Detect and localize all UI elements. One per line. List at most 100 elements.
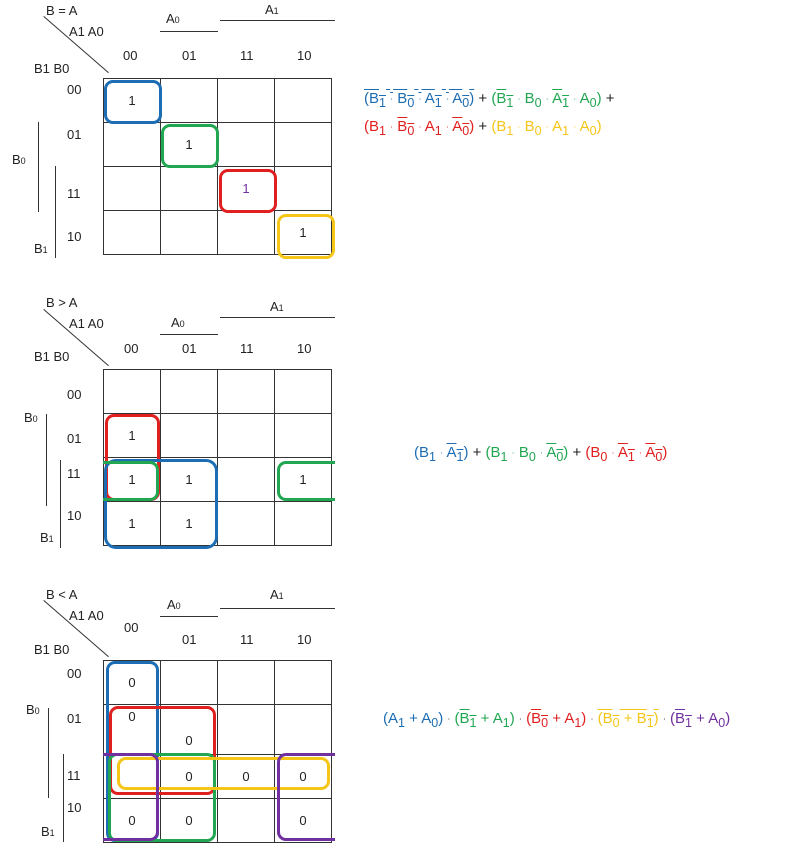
col-label: 11 <box>240 632 254 647</box>
a0-bar <box>160 616 218 617</box>
kmap-cell <box>217 78 275 123</box>
equation-equal: (B1 · B0 · A1 · A0) + (B1 · B0 · A1 · A0… <box>364 90 615 139</box>
a1-label: A1 <box>270 299 284 314</box>
row-label: 00 <box>67 82 82 97</box>
a1-bar <box>220 608 335 609</box>
a1-bar <box>220 317 335 318</box>
row-label: 01 <box>67 711 82 726</box>
group-loop-yellow <box>117 757 330 790</box>
kmap-cell <box>217 369 275 414</box>
kmap-cell <box>217 501 275 546</box>
b1-bar <box>63 754 64 842</box>
b1-label: B1 <box>41 824 55 839</box>
b0-bar <box>48 708 49 798</box>
b1-label: B1 <box>40 530 54 545</box>
a1-label: A1 <box>265 2 279 17</box>
b0-bar <box>46 414 47 506</box>
a0-label: A0 <box>167 597 181 612</box>
col-label: 00 <box>124 341 139 356</box>
b1-bar <box>55 166 56 258</box>
group-loop-purple <box>277 753 335 841</box>
col-var-header: A1 A0 <box>69 316 104 331</box>
row-label: 10 <box>67 229 82 244</box>
kmap-cell <box>274 501 332 546</box>
b1-label: B1 <box>34 241 48 256</box>
kmap-cell <box>160 660 218 705</box>
row-label: 01 <box>67 127 82 142</box>
a0-label: A0 <box>166 11 180 26</box>
equation-greater: (B1 · A1) + (B1 · B0 · A0) + (B0 · A1 · … <box>414 444 668 464</box>
kmap-cell <box>217 457 275 502</box>
kmap-cell <box>160 369 218 414</box>
col-label: 01 <box>182 632 197 647</box>
map-title: B < A <box>46 587 78 602</box>
col-var-header: A1 A0 <box>69 24 104 39</box>
kmap-cell <box>217 660 275 705</box>
group-loop-red <box>109 706 216 795</box>
kmap-cell <box>217 704 275 755</box>
col-label: 10 <box>297 341 312 356</box>
a0-bar <box>160 334 218 335</box>
group-loop-red <box>219 169 277 213</box>
group-loop-blue <box>104 80 162 124</box>
col-label: 10 <box>297 632 312 647</box>
col-label: 01 <box>182 48 197 63</box>
col-var-header: A1 A0 <box>69 608 104 623</box>
a1-bar <box>220 20 335 21</box>
group-loop-green <box>277 461 335 501</box>
row-label: 10 <box>67 800 82 815</box>
kmap-cell <box>274 660 332 705</box>
col-label: 11 <box>240 48 254 63</box>
a0-label: A0 <box>171 315 185 330</box>
row-label: 01 <box>67 431 82 446</box>
kmap-cell <box>103 122 161 167</box>
row-label: 11 <box>67 186 81 201</box>
kmap-cell <box>274 413 332 458</box>
row-label: 11 <box>67 466 81 481</box>
kmap-cell <box>103 369 161 414</box>
b0-label: B0 <box>24 410 38 425</box>
row-var-header: B1 B0 <box>34 642 70 657</box>
kmap-cell <box>274 369 332 414</box>
row-label: 10 <box>67 508 82 523</box>
kmap-cell <box>160 78 218 123</box>
group-loop-green <box>161 124 219 168</box>
kmap-cell <box>217 413 275 458</box>
col-label: 11 <box>240 341 254 356</box>
map-title: B > A <box>46 295 78 310</box>
a0-bar <box>160 31 218 32</box>
kmap-cell <box>274 166 332 211</box>
group-loop-green <box>108 753 216 842</box>
kmap-cell <box>274 78 332 123</box>
kmap-cell <box>103 210 161 255</box>
kmap-cell <box>103 166 161 211</box>
kmap-cell: 0 <box>217 754 275 799</box>
kmap-cell <box>217 210 275 255</box>
a1-label: A1 <box>270 587 284 602</box>
group-loop-purple <box>103 753 159 841</box>
group-loop-blue <box>104 459 218 549</box>
row-label: 11 <box>67 768 81 783</box>
group-loop-yellow <box>277 214 335 259</box>
col-label: 00 <box>123 48 138 63</box>
map-title: B = A <box>46 3 78 18</box>
b0-label: B0 <box>26 702 40 717</box>
kmap-cell <box>160 413 218 458</box>
kmap-cell <box>217 798 275 843</box>
row-label: 00 <box>67 666 82 681</box>
row-label: 00 <box>67 387 82 402</box>
kmap-cell <box>217 122 275 167</box>
kmap-cell <box>160 166 218 211</box>
equation-less: (A1 + A0) · (B1 + A1) · (B0 + A1) · (B0 … <box>383 710 731 730</box>
b0-label: B0 <box>12 152 26 167</box>
group-loop-green <box>103 461 159 501</box>
kmap-cell <box>160 210 218 255</box>
row-var-header: B1 B0 <box>34 349 70 364</box>
row-var-header: B1 B0 <box>34 61 70 76</box>
kmap-cell <box>274 122 332 167</box>
b0-bar <box>38 122 39 212</box>
col-label: 01 <box>182 341 197 356</box>
col-label: 00 <box>124 620 139 635</box>
b1-bar <box>60 460 61 548</box>
kmap-cell <box>274 704 332 755</box>
